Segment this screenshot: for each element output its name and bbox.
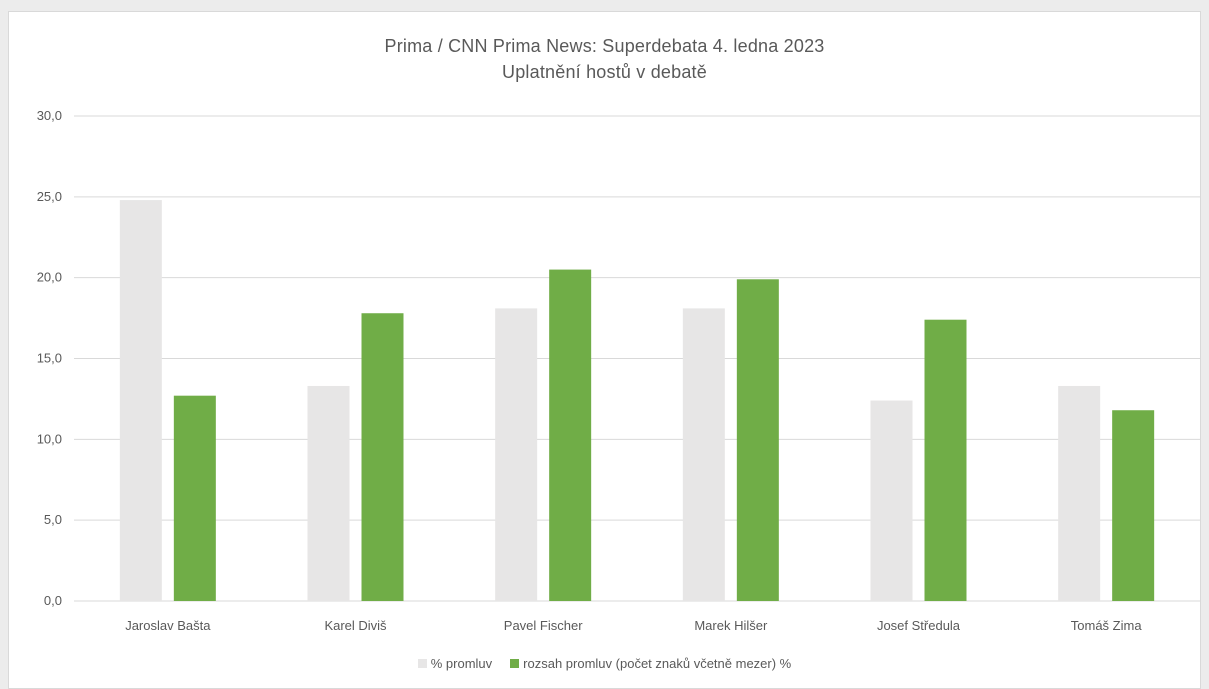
legend-label-series-2: rozsah promluv (počet znaků včetně mezer… [523, 656, 792, 671]
x-tick-label: Pavel Fischer [504, 618, 583, 633]
y-tick-label: 30,0 [37, 108, 62, 123]
y-tick-label: 25,0 [37, 189, 62, 204]
bar-promluv: % promluv: 18.1 [495, 308, 538, 601]
x-tick-label: Marek Hilšer [694, 618, 768, 633]
bar-rozsah: rozsah promluv (počet znaků včetně mezer… [924, 319, 967, 601]
x-tick-label: Karel Diviš [324, 618, 387, 633]
legend-item-series-1: % promluv [417, 656, 493, 671]
bar-promluv: % promluv: 13.3 [1058, 385, 1101, 601]
chart-subtitle: Uplatnění hostů v debatě [502, 62, 707, 82]
y-tick-label: 15,0 [37, 351, 62, 366]
legend-swatch-series-2 [510, 659, 520, 668]
y-tick-label: 0,0 [44, 593, 62, 608]
x-tick-label: Jaroslav Bašta [125, 618, 211, 633]
bar-rozsah: rozsah promluv (počet znaků včetně mezer… [361, 313, 404, 601]
legend-swatch-series-1 [417, 659, 427, 668]
legend: % promluv rozsah promluv (počet znaků vč… [0, 656, 1209, 671]
bar-rozsah: rozsah promluv (počet znaků včetně mezer… [736, 279, 779, 601]
bar-promluv: % promluv: 12.4 [870, 400, 913, 601]
bar-promluv: % promluv: 24.8 [119, 200, 162, 602]
bar-promluv: % promluv: 18.1 [682, 308, 725, 601]
chart-title: Prima / CNN Prima News: Superdebata 4. l… [384, 36, 825, 56]
legend-item-series-2: rozsah promluv (počet znaků včetně mezer… [510, 656, 791, 671]
y-tick-label: 20,0 [37, 270, 62, 285]
y-tick-label: 10,0 [37, 431, 62, 446]
bar-rozsah: rozsah promluv (počet znaků včetně mezer… [1112, 410, 1155, 601]
legend-label-series-1: % promluv [430, 656, 493, 671]
bar-promluv: % promluv: 13.3 [307, 385, 350, 601]
bar-rozsah: rozsah promluv (počet znaků včetně mezer… [173, 395, 216, 601]
bar-rozsah: rozsah promluv (počet znaků včetně mezer… [549, 269, 592, 601]
x-tick-label: Josef Středula [877, 618, 961, 633]
y-tick-label: 5,0 [44, 512, 62, 527]
x-tick-label: Tomáš Zima [1071, 618, 1143, 633]
